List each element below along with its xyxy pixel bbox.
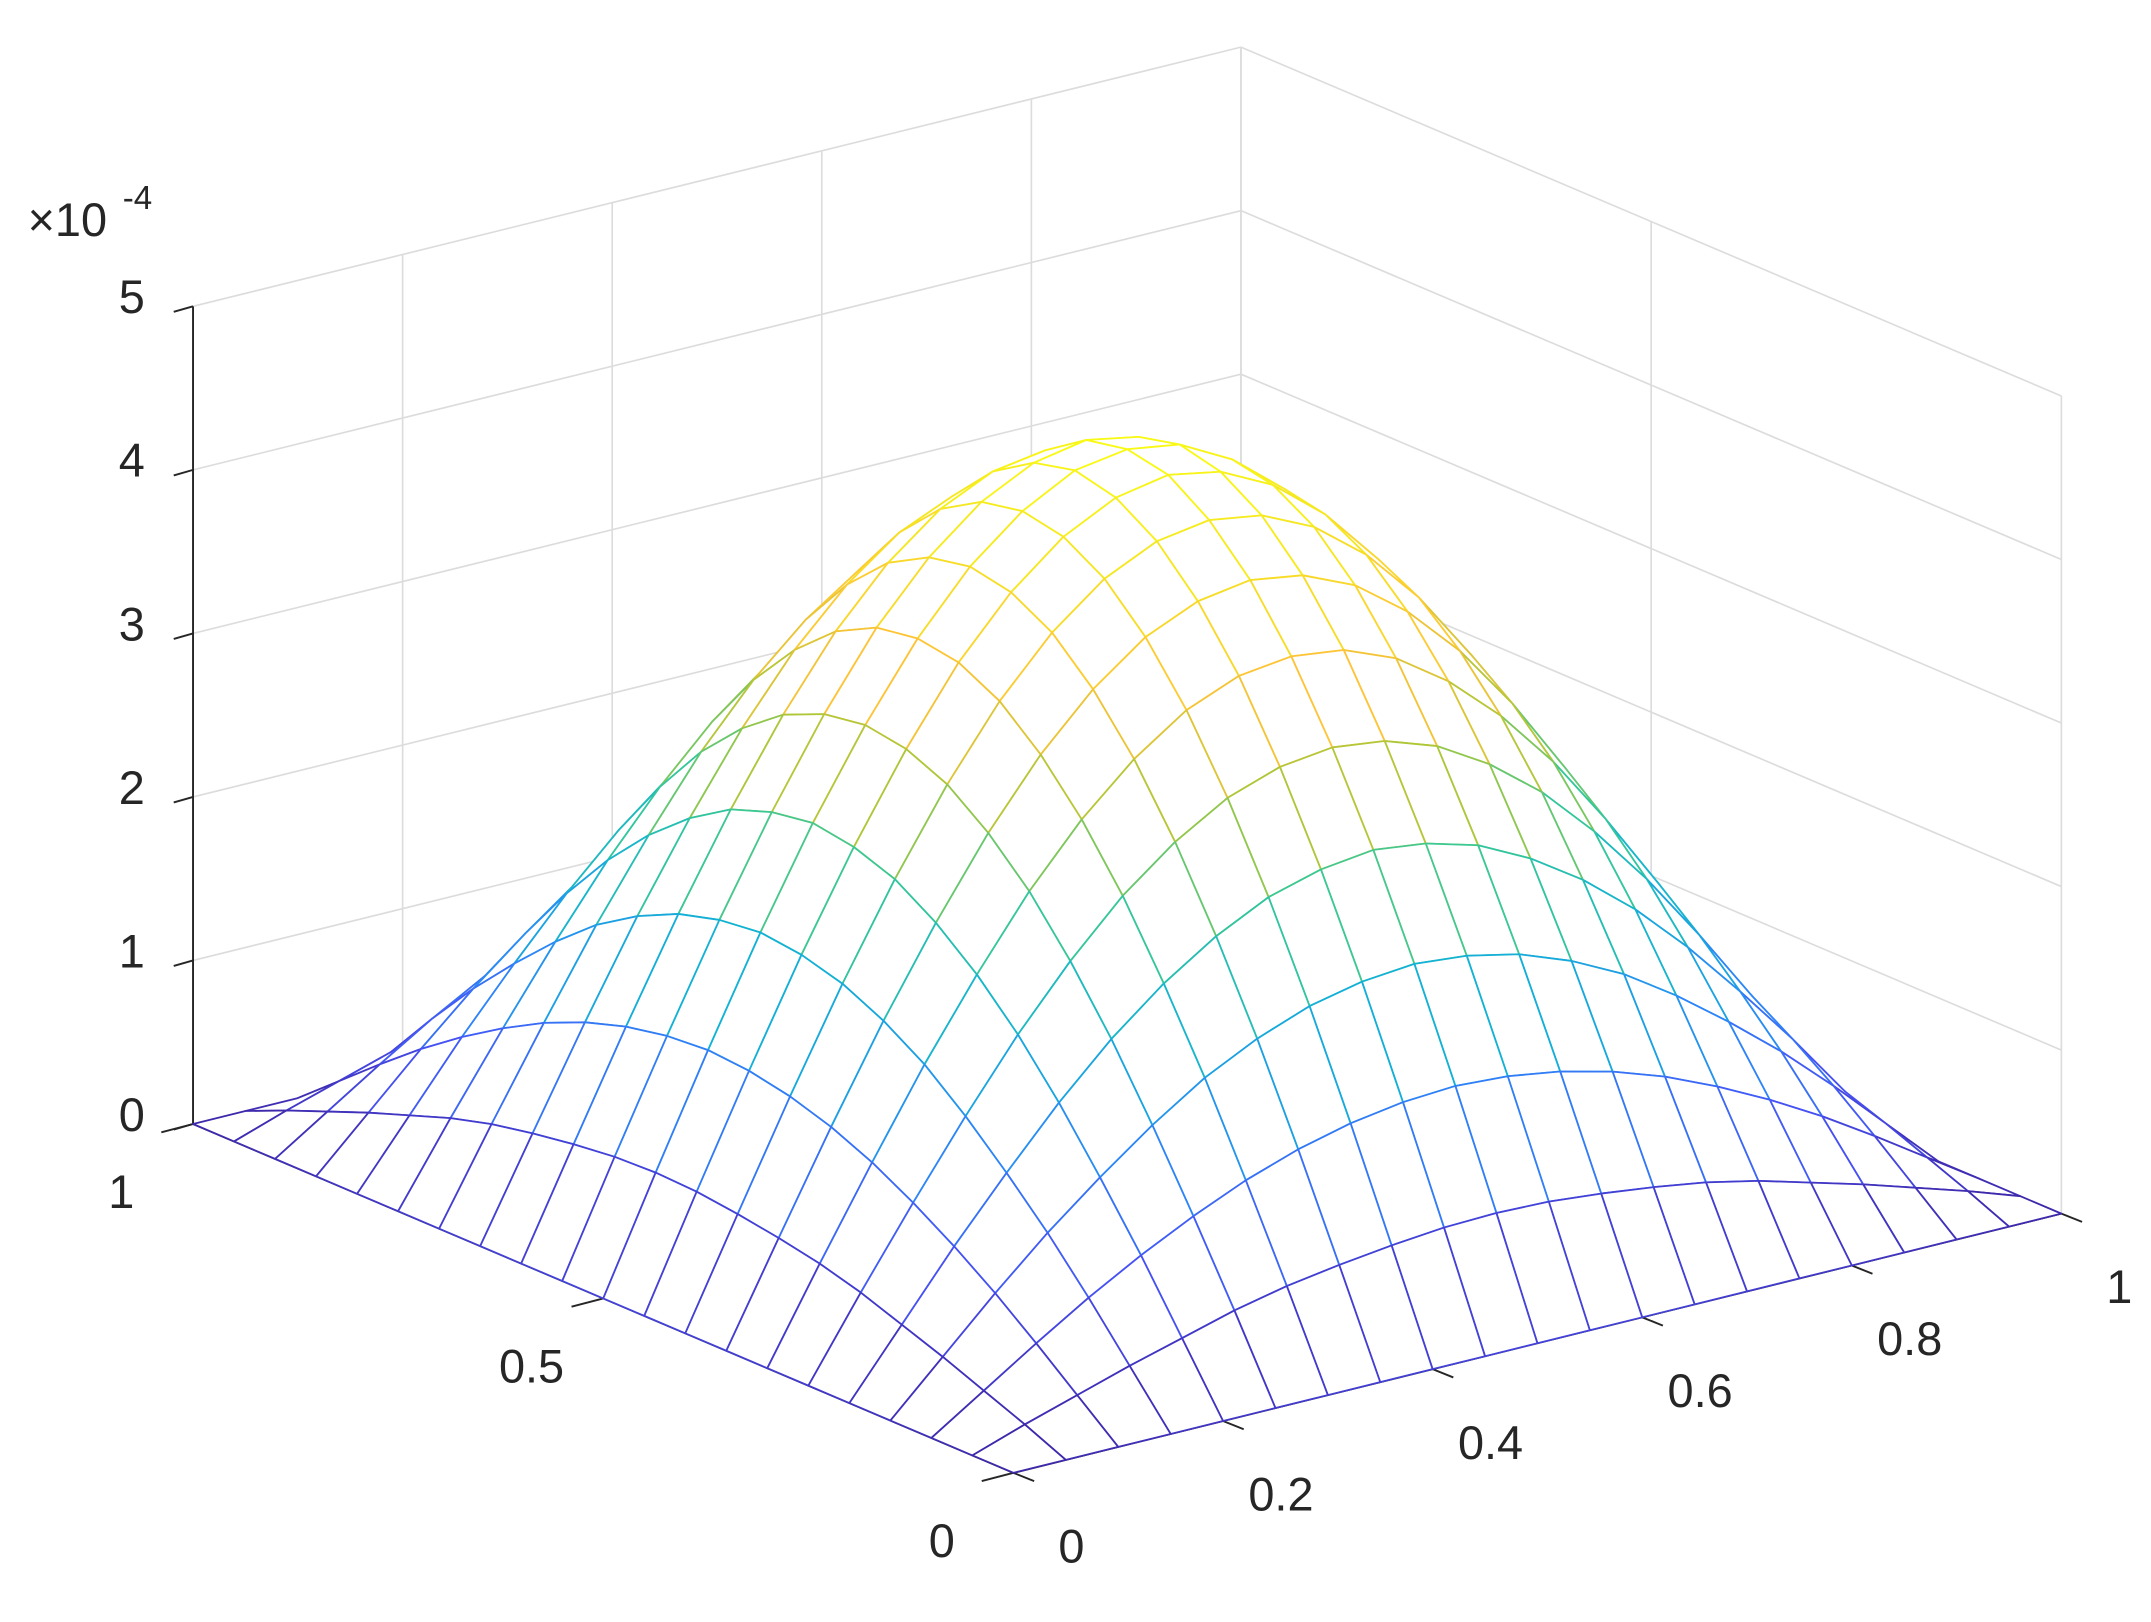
- z-tick-label: 3: [119, 598, 145, 650]
- z-tick-label: 1: [119, 925, 145, 977]
- x-tick-label: 0: [1058, 1520, 1084, 1572]
- y-tick: [571, 1297, 604, 1308]
- x-tick: [1013, 1471, 1035, 1483]
- x-tick: [1851, 1264, 1873, 1275]
- z-tick: [173, 305, 194, 313]
- x-tick-label: 0.4: [1458, 1417, 1523, 1469]
- x-tick-label: 0.6: [1668, 1365, 1733, 1417]
- z-tick: [173, 1123, 194, 1131]
- z-tick-label: 5: [119, 271, 145, 323]
- x-tick-label: 0.2: [1248, 1469, 1313, 1521]
- x-tick: [2061, 1212, 2083, 1223]
- x-tick: [1432, 1368, 1454, 1379]
- y-tick-label: 1: [108, 1166, 134, 1218]
- x-tick: [1222, 1420, 1245, 1431]
- z-exponent: -4: [123, 180, 152, 217]
- z-tick-label: 4: [119, 435, 145, 487]
- x-tick: [1641, 1316, 1664, 1327]
- mesh-cell: [971, 1423, 1067, 1474]
- x-tick-label: 1: [2106, 1261, 2132, 1313]
- z-tick: [173, 959, 194, 967]
- grid-line: [192, 209, 1242, 471]
- z-tick-label: 0: [119, 1089, 145, 1141]
- y-tick: [981, 1471, 1014, 1483]
- y-tick-label: 0: [929, 1515, 955, 1567]
- z-tick-label: 2: [119, 762, 145, 814]
- z-tick: [173, 796, 194, 804]
- z-multiplier: ×10: [28, 194, 108, 246]
- grid-line: [192, 373, 1242, 635]
- z-tick: [173, 632, 194, 640]
- grid-line: [192, 46, 1242, 308]
- y-tick-label: 0.5: [499, 1341, 564, 1393]
- x-tick-label: 0.8: [1877, 1313, 1942, 1365]
- z-tick: [173, 468, 194, 477]
